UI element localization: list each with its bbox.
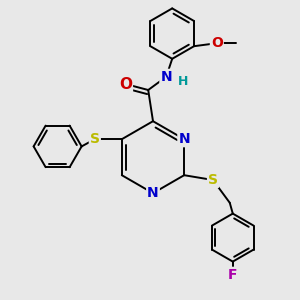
Text: F: F	[228, 268, 238, 282]
Text: S: S	[208, 173, 218, 187]
Text: N: N	[178, 132, 190, 146]
Text: O: O	[211, 36, 223, 50]
Text: S: S	[90, 132, 100, 146]
Text: O: O	[119, 76, 132, 92]
Text: N: N	[147, 186, 159, 200]
Text: H: H	[178, 75, 188, 88]
Text: N: N	[160, 70, 172, 84]
